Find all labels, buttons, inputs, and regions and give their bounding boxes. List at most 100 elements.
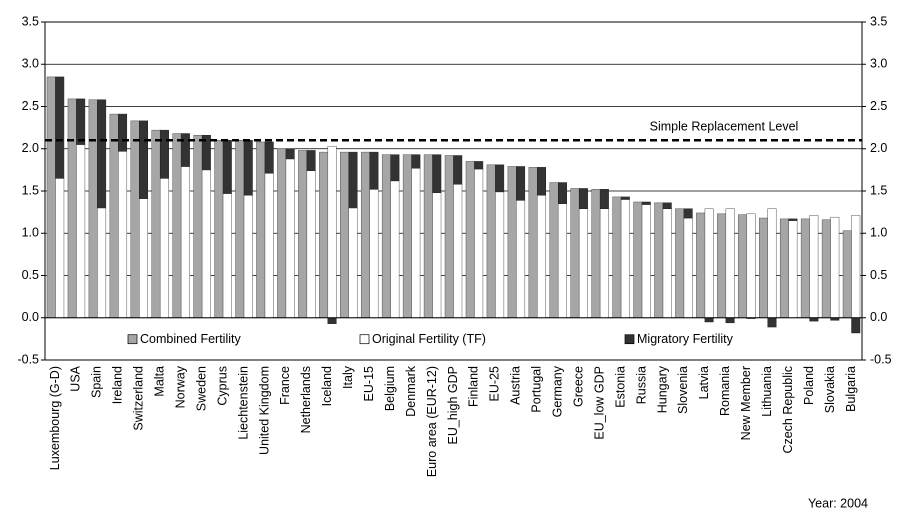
bar: [570, 188, 580, 318]
bar: [264, 173, 274, 318]
x-tick-label: Latvia: [697, 366, 711, 399]
bar: [55, 76, 65, 179]
bar: [118, 113, 128, 152]
bar: [76, 144, 86, 318]
bar: [369, 151, 379, 190]
y2-tick-label: 2.0: [870, 141, 887, 155]
bar: [214, 140, 224, 318]
x-tick-label: USA: [69, 365, 83, 391]
x-tick-label: Malta: [153, 366, 167, 397]
y2-tick-label: 3.5: [870, 14, 887, 28]
bar: [432, 192, 442, 318]
bar: [738, 214, 748, 318]
reference-label: Simple Replacement Level: [650, 120, 799, 134]
bar: [348, 207, 358, 318]
bar: [256, 141, 266, 318]
bar: [139, 198, 148, 318]
bar: [725, 208, 735, 318]
x-tick-label: Switzerland: [132, 366, 146, 431]
x-tick-label: Norway: [173, 365, 187, 408]
x-tick-label: Belgium: [383, 366, 397, 411]
bar: [620, 199, 630, 318]
y2-tick-label: -0.5: [870, 352, 892, 366]
bar: [97, 99, 107, 209]
bar: [599, 189, 609, 209]
bar: [55, 178, 65, 318]
y-tick-label: 2.0: [22, 141, 39, 155]
bar: [537, 194, 547, 319]
bar: [285, 148, 295, 160]
bar: [704, 208, 714, 318]
x-tick-label: Euro area (EUR-12): [425, 366, 439, 477]
bar: [767, 317, 777, 328]
bar: [675, 208, 685, 318]
y-tick-label: 3.5: [22, 14, 39, 28]
y-tick-label: 3.0: [22, 57, 39, 71]
bar: [662, 202, 672, 209]
bar: [662, 208, 672, 318]
x-tick-label: Netherlands: [299, 366, 313, 433]
bar: [360, 151, 370, 318]
x-tick-label: Portugal: [530, 366, 544, 413]
bar: [528, 167, 538, 318]
bar: [851, 215, 861, 319]
bar: [516, 166, 526, 201]
y2-tick-label: 3.0: [870, 57, 887, 71]
x-tick-label: Cyprus: [215, 366, 229, 406]
bar: [97, 207, 107, 318]
bar: [465, 161, 475, 318]
bar: [704, 317, 714, 323]
x-tick-label: Hungary: [655, 365, 669, 413]
bar: [821, 219, 831, 318]
bar: [788, 218, 798, 221]
x-tick-label: Spain: [90, 366, 104, 398]
x-tick-label: Austria: [509, 366, 523, 405]
bar: [180, 133, 190, 167]
bar: [474, 161, 484, 170]
bar: [537, 167, 547, 196]
bar: [725, 317, 735, 324]
bar: [381, 154, 391, 318]
bar: [76, 98, 86, 145]
bar: [683, 217, 693, 318]
bar: [423, 154, 433, 318]
bar: [453, 183, 463, 318]
bar: [809, 317, 819, 322]
bar: [306, 170, 316, 318]
x-tick-label: Iceland: [320, 366, 334, 406]
year-annotation: Year: 2004: [808, 496, 868, 510]
bar: [495, 164, 505, 193]
x-tick-label: Luxembourg (G-D): [48, 366, 62, 470]
bar: [235, 140, 245, 318]
x-tick-label: Italy: [341, 365, 355, 389]
bar: [486, 164, 496, 318]
bar: [809, 215, 819, 319]
bar: [201, 169, 211, 318]
x-tick-label: Poland: [802, 366, 816, 405]
bar: [717, 213, 727, 318]
plot-frame: [44, 21, 863, 361]
bar: [285, 158, 295, 318]
bar: [46, 76, 56, 318]
x-tick-label: United Kingdom: [257, 366, 271, 455]
x-tick-label: Finland: [467, 366, 481, 407]
bar: [67, 98, 77, 318]
bar: [557, 203, 567, 318]
bar: [243, 140, 253, 196]
bar: [180, 166, 190, 318]
bar: [549, 182, 559, 318]
legend-label: Migratory Fertility: [637, 332, 734, 346]
bar: [578, 188, 588, 209]
y2-tick-label: 0.0: [870, 310, 887, 324]
bar: [402, 154, 412, 318]
bar: [746, 213, 756, 318]
y-tick-label: 0.0: [22, 310, 39, 324]
bar: [201, 134, 211, 171]
x-tick-label: EU_low GDP: [592, 366, 606, 440]
y-tick-label: 1.0: [22, 226, 39, 240]
bar: [800, 218, 810, 318]
bar: [340, 151, 350, 318]
bar: [759, 217, 768, 318]
bar: [641, 201, 651, 205]
bar: [767, 208, 777, 318]
